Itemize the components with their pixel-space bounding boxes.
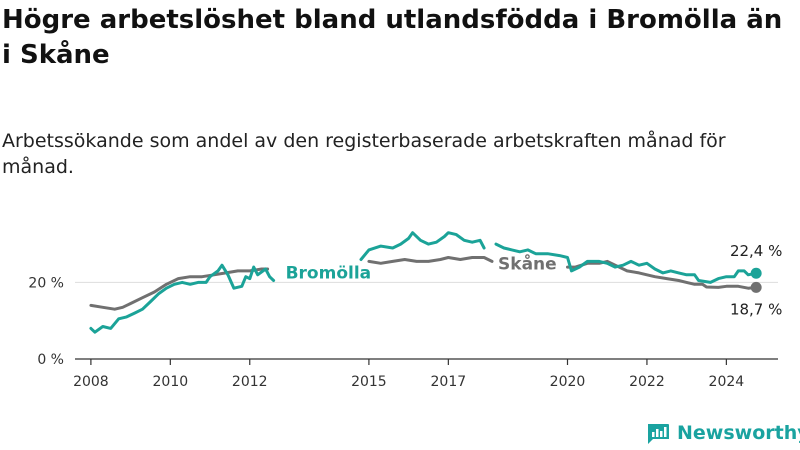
x-tick-label: 2017 xyxy=(431,374,467,390)
series-labels: Bromölla Skåne 22,4 % 18,7 % xyxy=(286,242,783,318)
brand-name: Newsworthy xyxy=(677,422,800,444)
newsworthy-brand: Newsworthy xyxy=(645,419,800,447)
y-tick-label: 20 % xyxy=(28,275,64,291)
x-tick-label: 2022 xyxy=(629,374,665,390)
series-line-skane xyxy=(367,256,494,265)
series-lines xyxy=(89,231,762,334)
x-tick-label: 2010 xyxy=(153,374,189,390)
series-line-bromolla xyxy=(494,242,758,284)
x-tick-label: 2020 xyxy=(550,374,586,390)
y-tick-label: 0 % xyxy=(37,352,64,368)
x-tick-label: 2015 xyxy=(351,374,387,390)
newsworthy-logo-icon xyxy=(648,424,669,444)
x-tick-label: 2024 xyxy=(709,374,745,390)
series-line-bromolla xyxy=(359,231,486,261)
end-value-label-skane: 18,7 % xyxy=(730,300,782,318)
series-label-skane: Skåne xyxy=(498,252,557,274)
series-line-skane xyxy=(89,267,270,311)
series-line-skane xyxy=(566,259,758,290)
x-axis: 0 % 20 % 2008 2010 2012 2015 2017 2020 2022 2024 xyxy=(28,275,778,390)
end-point-marker xyxy=(750,267,762,279)
chart-subtitle: Arbetssökande som andel av den registerb… xyxy=(2,130,726,178)
series-line-bromolla xyxy=(89,263,276,334)
series-label-bromolla: Bromölla xyxy=(286,264,372,284)
x-tick-label: 2008 xyxy=(73,374,109,390)
x-tick-label: 2012 xyxy=(232,374,268,390)
end-value-label-bromolla: 22,4 % xyxy=(730,242,782,260)
chart-title: Högre arbetslöshet bland utlandsfödda i … xyxy=(2,5,783,70)
end-point-marker xyxy=(750,281,762,293)
